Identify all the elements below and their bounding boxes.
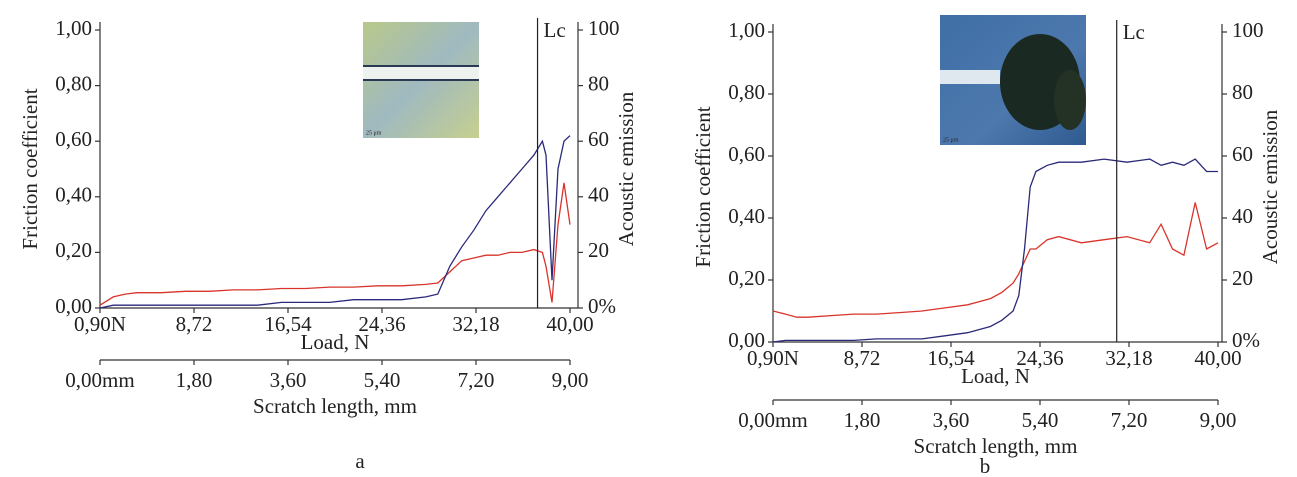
y2-tick-label: 100 (1232, 18, 1264, 42)
y2-tick-label: 40 (1232, 204, 1253, 228)
x2-tick-label: 7,20 (458, 368, 495, 392)
y2-tick-label: 20 (588, 238, 609, 262)
inset-scale: 25 μm (943, 137, 959, 143)
y-tick-label: 0,20 (728, 266, 765, 290)
y2-tick-label: 60 (1232, 142, 1253, 166)
panel-label: b (980, 454, 991, 477)
inset-scale: 25 μm (366, 130, 382, 136)
x2-tick-label: 1,80 (844, 408, 881, 432)
y2-tick-label: 80 (588, 71, 609, 95)
y2-tick-label: 0% (588, 294, 616, 318)
x2-tick-label: 9,00 (552, 368, 589, 392)
y-tick-label: 0,80 (728, 80, 765, 104)
x2-tick-label: 3,60 (933, 408, 970, 432)
x-axis-label: Load, N (961, 364, 1030, 388)
y2-tick-label: 40 (588, 183, 609, 207)
data-line (772, 202, 1219, 318)
data-line (772, 158, 1218, 343)
x2-axis-label: Scratch length, mm (914, 434, 1078, 458)
lc-label: Lc (1123, 20, 1145, 44)
y-tick-label: 0,60 (55, 127, 92, 151)
x-tick-label: 16,54 (264, 312, 312, 336)
y-tick-label: 0,60 (728, 142, 765, 166)
x-tick-label: 0,90N (747, 346, 799, 370)
x-tick-label: 24,36 (358, 312, 405, 336)
y-tick-label: 1,00 (55, 16, 92, 40)
inset-image-a (363, 22, 479, 138)
y2-axis-label: Acoustic emission (1258, 109, 1282, 264)
x2-tick-label: 7,20 (1111, 408, 1148, 432)
x2-tick-label: 5,40 (364, 368, 401, 392)
inset-image-b (940, 15, 1086, 145)
y-axis-label: Friction coefficient (18, 88, 42, 249)
y-axis-label: Friction coefficient (691, 106, 715, 267)
x-tick-label: 24,36 (1016, 346, 1063, 370)
y2-tick-label: 80 (1232, 80, 1253, 104)
y2-axis-label: Acoustic emission (614, 91, 638, 246)
y-tick-label: 0,00 (728, 328, 765, 352)
x2-tick-label: 5,40 (1022, 408, 1059, 432)
y-tick-label: 0,20 (55, 238, 92, 262)
x2-tick-label: 0,00mm (738, 408, 807, 432)
lc-label: Lc (544, 18, 566, 42)
y-tick-label: 0,40 (728, 204, 765, 228)
y-tick-label: 0,40 (55, 183, 92, 207)
x2-tick-label: 0,00mm (65, 368, 134, 392)
x-tick-label: 32,18 (452, 312, 499, 336)
panel-label: a (355, 449, 365, 473)
x2-tick-label: 1,80 (176, 368, 213, 392)
x-tick-label: 16,54 (927, 346, 975, 370)
x-tick-label: 40,00 (546, 312, 593, 336)
y-tick-label: 0,80 (55, 71, 92, 95)
y-tick-label: 1,00 (728, 18, 765, 42)
x-tick-label: 32,18 (1105, 346, 1152, 370)
x-tick-label: 8,72 (176, 312, 213, 336)
x-axis-label: Load, N (301, 330, 370, 354)
data-line (99, 182, 571, 306)
x-tick-label: 8,72 (844, 346, 881, 370)
y-tick-label: 0,00 (55, 294, 92, 318)
data-line (99, 135, 571, 309)
x-tick-label: 40,00 (1194, 346, 1241, 370)
x2-tick-label: 3,60 (270, 368, 307, 392)
y2-tick-label: 0% (1232, 328, 1260, 352)
x-tick-label: 0,90N (74, 312, 126, 336)
x2-axis-label: Scratch length, mm (253, 394, 417, 418)
y2-tick-label: 60 (588, 127, 609, 151)
x2-tick-label: 9,00 (1200, 408, 1237, 432)
y2-tick-label: 100 (588, 16, 620, 40)
y2-tick-label: 20 (1232, 266, 1253, 290)
